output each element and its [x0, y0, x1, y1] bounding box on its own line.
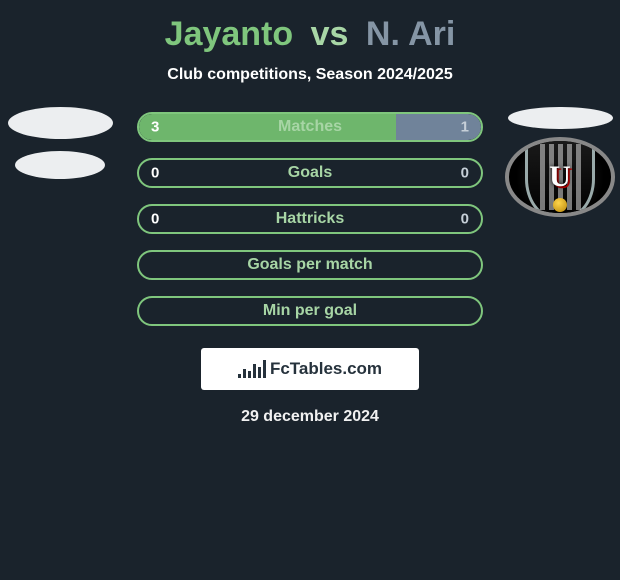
club-badge: ALI UNITE U [505, 137, 615, 217]
watermark-text: FcTables.com [270, 359, 382, 379]
stat-label: Goals per match [139, 256, 481, 274]
stat-row: Hattricks0 0 [137, 204, 483, 234]
vs-label: vs [311, 15, 349, 53]
date-label: 29 december 2024 [0, 408, 620, 426]
stat-row: Goals per match [137, 250, 483, 280]
page-title: Jayanto vs N. Ari [0, 15, 620, 54]
badge-shield: U [525, 137, 595, 217]
subtitle: Club competitions, Season 2024/2025 [0, 66, 620, 84]
stat-rows: Matches31Goals00Hattricks00Goals per mat… [137, 112, 483, 326]
stat-label: Hattricks [139, 210, 481, 228]
player1-avatar [5, 107, 115, 217]
infographic: Jayanto vs N. Ari Club competitions, Sea… [0, 0, 620, 436]
player2-name: N. Ari [366, 15, 455, 53]
club-placeholder [15, 151, 105, 179]
stat-value-left: 0 [151, 165, 159, 182]
avatar-placeholder [8, 107, 113, 139]
stat-row: Matches3 1 [137, 112, 483, 142]
stat-value-right: 0 [461, 211, 469, 228]
avatar-placeholder [508, 107, 613, 129]
stat-label: Goals [139, 164, 481, 182]
stat-value-left: 3 [151, 119, 159, 136]
watermark: FcTables.com [201, 348, 419, 390]
stat-row: Goals0 0 [137, 158, 483, 188]
stat-row: Min per goal [137, 296, 483, 326]
stat-value-right: 0 [461, 165, 469, 182]
player2-avatar: ALI UNITE U [505, 107, 615, 217]
stat-label: Matches [139, 118, 481, 136]
stat-value-left: 0 [151, 211, 159, 228]
bar-chart-icon [238, 360, 266, 378]
stat-label: Min per goal [139, 302, 481, 320]
stats-section: ALI UNITE U Matches31Goals00Hattricks00G… [0, 112, 620, 426]
stat-value-right: 1 [461, 119, 469, 136]
player1-name: Jayanto [165, 15, 294, 53]
